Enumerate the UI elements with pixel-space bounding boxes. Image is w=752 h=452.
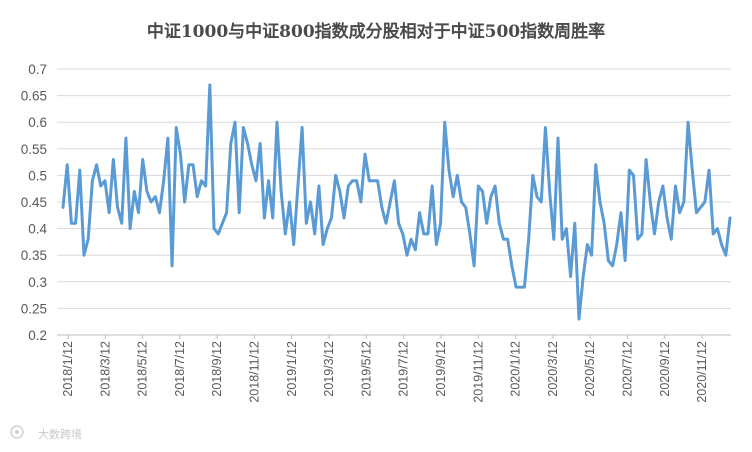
y-tick-label: 0.35 — [21, 248, 47, 263]
series-line — [61, 83, 732, 321]
x-tick-label: 2018/5/12 — [136, 341, 150, 397]
x-tick-label: 2020/3/12 — [546, 341, 560, 397]
x-tick-label: 2019/11/12 — [471, 341, 485, 403]
watermark-logo-icon — [10, 425, 24, 439]
y-tick-label: 0.55 — [21, 142, 47, 157]
x-axis-ticks: 2018/1/12 2018/3/12 2018/5/12 2018/7/12 2018… — [61, 335, 709, 403]
y-axis-ticks: 0.7 0.65 0.6 0.55 0.5 0.45 0.4 0.35 0.3 0.25 0.2 — [21, 62, 48, 343]
chart-title: 中证1000与中证800指数成分股相对于中证500指数周胜率 — [147, 21, 605, 42]
x-tick-label: 2018/1/12 — [61, 341, 75, 397]
x-tick-label: 2019/1/12 — [285, 341, 299, 397]
y-tick-label: 0.2 — [28, 328, 47, 343]
x-tick-label: 2019/5/12 — [359, 341, 373, 397]
y-tick-label: 0.45 — [21, 195, 47, 210]
y-tick-label: 0.65 — [21, 89, 47, 104]
x-tick-label: 2020/7/12 — [621, 341, 635, 397]
x-tick-label: 2019/7/12 — [397, 341, 411, 397]
x-tick-label: 2020/5/12 — [583, 341, 597, 397]
y-tick-label: 0.3 — [28, 275, 47, 290]
x-tick-label: 2018/3/12 — [98, 341, 112, 397]
x-tick-label: 2020/9/12 — [658, 341, 672, 397]
y-tick-label: 0.5 — [28, 168, 47, 183]
y-tick-label: 0.7 — [28, 62, 47, 77]
x-tick-label: 2020/11/12 — [695, 341, 709, 403]
x-tick-label: 2018/9/12 — [210, 341, 224, 397]
y-tick-label: 0.4 — [28, 222, 47, 237]
x-tick-label: 2018/7/12 — [173, 341, 187, 397]
x-tick-label: 2019/3/12 — [322, 341, 336, 397]
x-tick-label: 2019/9/12 — [434, 341, 448, 397]
x-tick-label: 2018/11/12 — [248, 341, 262, 403]
watermark: 大数跨境 — [10, 425, 82, 441]
y-tick-label: 0.25 — [21, 301, 47, 316]
watermark-text: 大数跨境 — [38, 427, 82, 441]
y-tick-label: 0.6 — [28, 115, 47, 130]
series-layer — [61, 83, 732, 321]
x-tick-label: 2020/1/12 — [509, 341, 523, 397]
